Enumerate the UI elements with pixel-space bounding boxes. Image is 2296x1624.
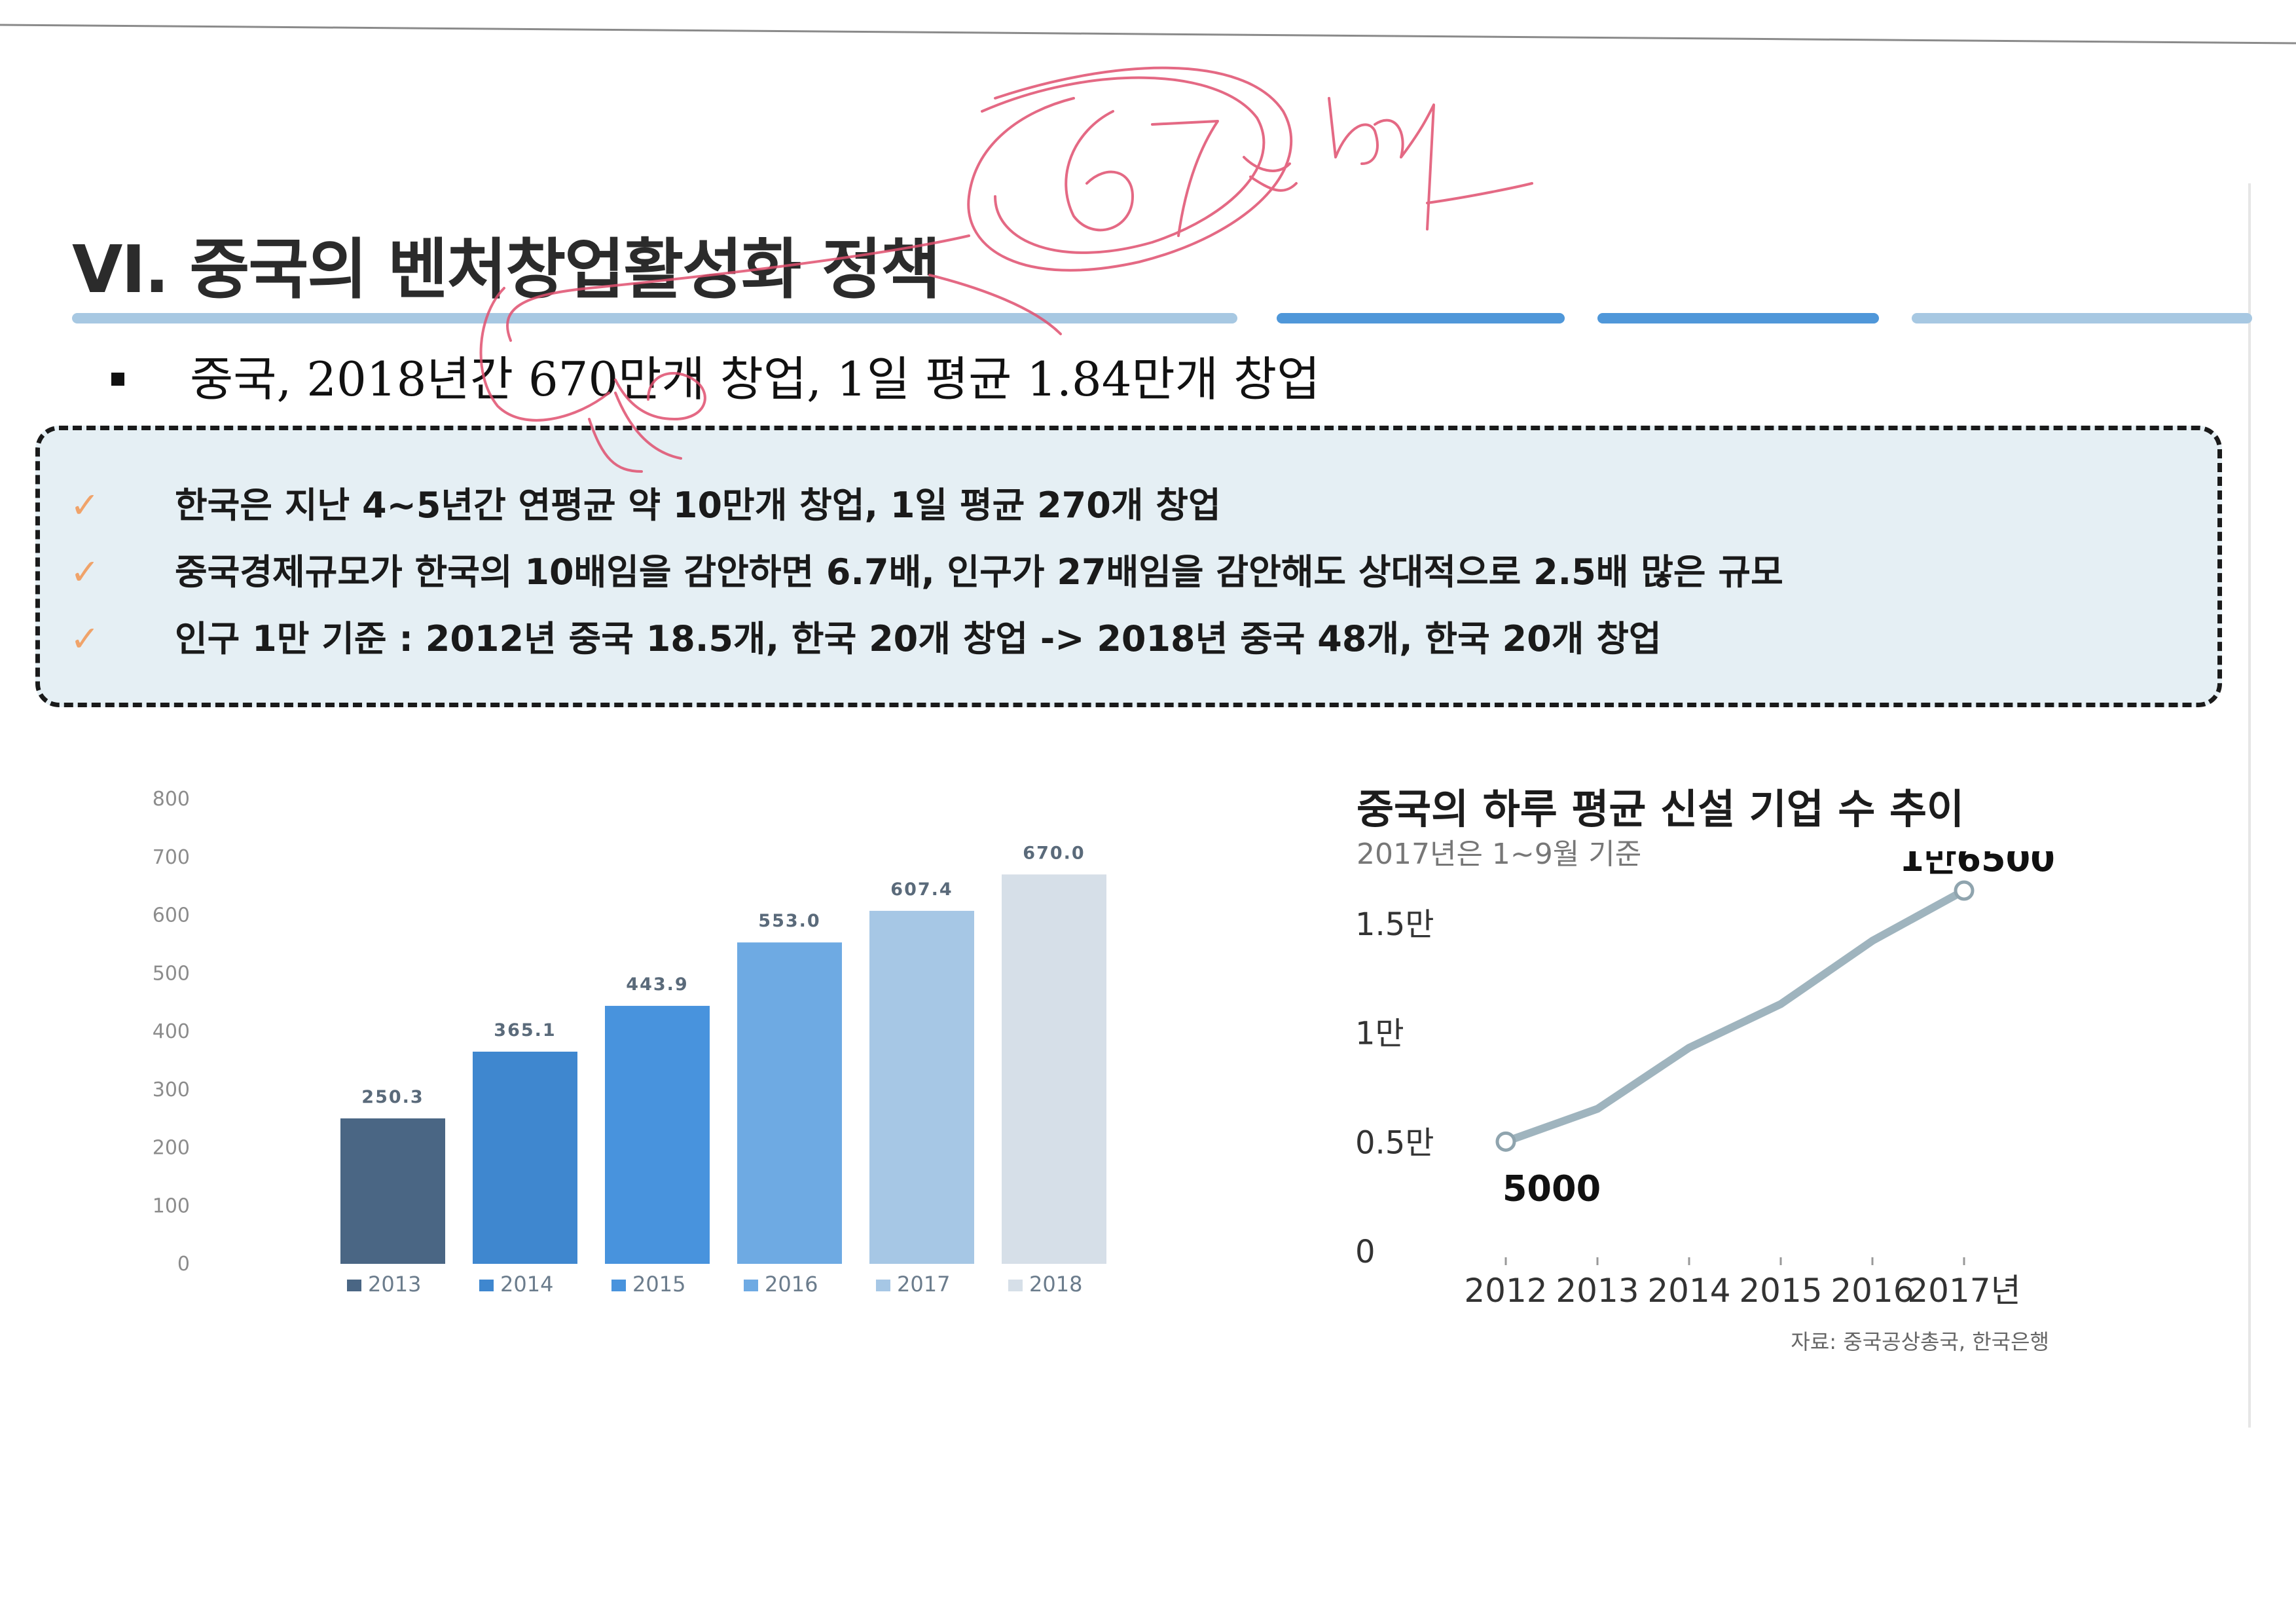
- bar: [869, 910, 974, 1264]
- series-line: [1502, 887, 1968, 1146]
- legend-label: 2015: [632, 1272, 685, 1297]
- point-marker: [1495, 1131, 1516, 1152]
- x-tick-label: 2012: [1464, 1272, 1547, 1310]
- source-note: 자료: 중국공상총국, 한국은행: [1791, 1329, 2049, 1354]
- y-tick-label: 300: [153, 1079, 190, 1101]
- legend-swatch: [876, 1280, 890, 1291]
- legend-label: 2018: [1029, 1272, 1082, 1297]
- annotation-label: 1만6500: [1899, 851, 2055, 879]
- note-box: ✓ 한국은 지난 4~5년간 연평균 약 10만개 창업, 1일 평균 270개 …: [35, 426, 2222, 707]
- checkmark-icon: ✓: [70, 618, 100, 659]
- legend-swatch: [347, 1280, 361, 1291]
- y-tick-label: 100: [153, 1194, 190, 1217]
- point-marker: [1954, 880, 1975, 901]
- y-tick-label: 800: [153, 788, 190, 811]
- y-tick-label: 0.5만: [1355, 1124, 1434, 1161]
- title-underline-seg-3: [1597, 313, 1879, 323]
- data-label: 250.3: [361, 1087, 424, 1107]
- y-tick-label: 1.5만: [1355, 906, 1434, 943]
- note-text: 인구 1만 기준 : 2012년 중국 18.5개, 한국 20개 창업 -> …: [175, 618, 1662, 659]
- line-chart-title: 중국의 하루 평균 신설 기업 수 추이: [1357, 785, 1965, 833]
- x-tick-label: 2014: [1647, 1272, 1730, 1310]
- legend-label: 2016: [765, 1272, 818, 1297]
- y-tick-label: 400: [153, 1020, 190, 1043]
- x-tick-label: 2016: [1831, 1272, 1914, 1310]
- bar-chart: 0 100 200 300 400 500 600 700 800 250.3 2013 365.1 2…: [153, 788, 1106, 1297]
- bar: [1002, 874, 1106, 1264]
- bar: [340, 1118, 445, 1264]
- bar: [605, 1006, 710, 1264]
- scan-right-rule: [2248, 183, 2251, 1428]
- bar: [473, 1051, 577, 1264]
- data-label: 443.9: [626, 974, 688, 995]
- bar: [737, 942, 842, 1264]
- title-underline-main: [72, 313, 1237, 323]
- note-text: 중국경제규모가 한국의 10배임을 감안하면 6.7배, 인구가 27배임을 감…: [175, 551, 1783, 593]
- legend-swatch: [1008, 1280, 1023, 1291]
- x-tick-label: 2015: [1739, 1272, 1822, 1310]
- y-tick-label: 500: [153, 962, 190, 985]
- y-tick-label: 0: [177, 1253, 190, 1276]
- y-tick-label: 0: [1355, 1234, 1376, 1270]
- bullet-square-icon: [111, 373, 124, 386]
- title-underline-seg-2: [1277, 313, 1565, 323]
- checkmark-icon: ✓: [70, 551, 100, 593]
- data-label: 607.4: [890, 879, 953, 900]
- legend-swatch: [611, 1280, 626, 1291]
- legend-label: 2013: [368, 1272, 421, 1297]
- y-tick-label: 200: [153, 1137, 190, 1160]
- note-item: ✓ 인구 1만 기준 : 2012년 중국 18.5개, 한국 20개 창업 ->…: [70, 610, 1662, 661]
- x-tick-label: 2013: [1556, 1272, 1639, 1310]
- y-tick-label: 700: [153, 846, 190, 869]
- line-chart-subtitle: 2017년은 1~9월 기준: [1357, 838, 1642, 871]
- data-label: 553.0: [758, 911, 820, 931]
- legend-label: 2017: [897, 1272, 950, 1297]
- checkmark-icon: ✓: [70, 485, 100, 526]
- scan-top-rule: [0, 24, 2296, 45]
- subtitle: 중국, 2018년간 670만개 창업, 1일 평균 1.84만개 창업: [111, 341, 1320, 409]
- data-label: 365.1: [494, 1020, 556, 1041]
- y-tick-label: 1만: [1355, 1016, 1404, 1052]
- note-item: ✓ 중국경제규모가 한국의 10배임을 감안하면 6.7배, 인구가 27배임을 …: [70, 543, 1783, 595]
- data-label: 670.0: [1023, 843, 1085, 863]
- legend-label: 2014: [500, 1272, 553, 1297]
- subtitle-text: 중국, 2018년간 670만개 창업, 1일 평균 1.84만개 창업: [190, 352, 1321, 407]
- x-tick-label: 2017년: [1907, 1272, 2020, 1310]
- note-item: ✓ 한국은 지난 4~5년간 연평균 약 10만개 창업, 1일 평균 270개 …: [70, 476, 1221, 528]
- annotation-label: 5000: [1503, 1168, 1601, 1209]
- title-underline: [72, 313, 2252, 327]
- note-text: 한국은 지난 4~5년간 연평균 약 10만개 창업, 1일 평균 270개 창…: [175, 485, 1221, 526]
- legend-swatch: [479, 1280, 494, 1291]
- legend-swatch: [744, 1280, 758, 1291]
- title-underline-seg-4: [1912, 313, 2252, 323]
- page-title: VI. 중국의 벤처창업활성화 정책: [72, 231, 941, 308]
- y-tick-label: 600: [153, 904, 190, 927]
